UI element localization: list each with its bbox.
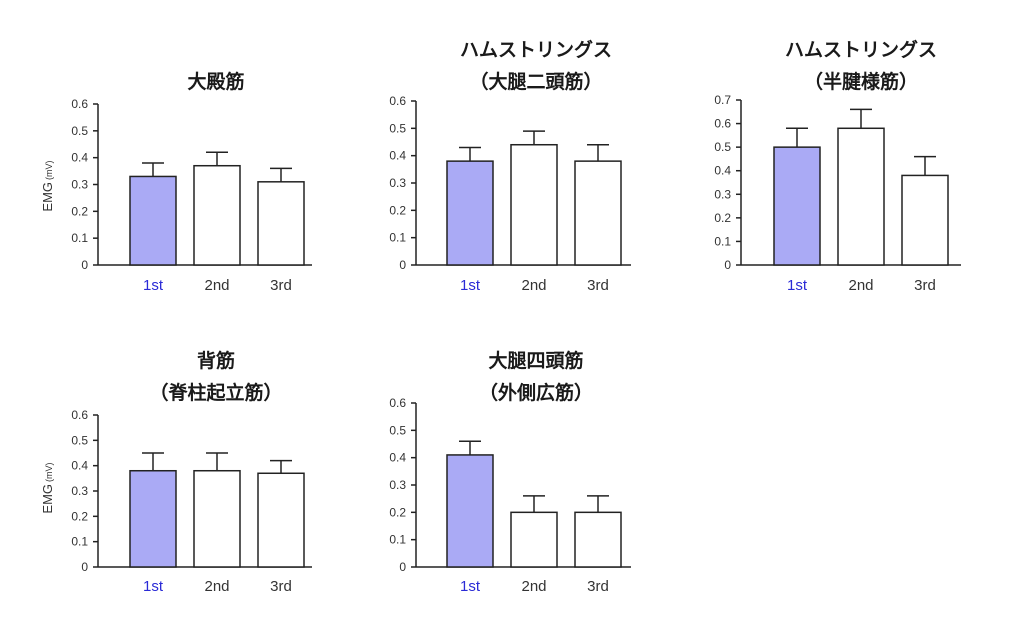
y-axis-label: EMG (mV) [40,462,55,513]
bar-1st [129,469,177,568]
category-label-1st: 1st [143,578,164,595]
y-tick-label: 0.5 [71,124,88,138]
y-axis-label-text: EMG [40,182,55,212]
y-tick-label: 0.4 [71,151,88,165]
y-tick-label: 0.4 [71,459,88,473]
y-axis-label-unit: (mV) [44,160,54,180]
y-tick-label: 0.5 [71,433,88,447]
y-tick-label: 0.6 [389,396,406,410]
category-label-3rd: 3rd [587,277,609,294]
y-tick-label: 0.1 [71,231,88,245]
y-tick-label: 0.4 [389,149,406,163]
bar-1st [446,160,494,266]
bar-2nd [510,143,558,266]
y-tick-label: 0 [399,258,406,272]
y-tick-label: 0.4 [389,451,406,465]
y-tick-label: 0 [81,258,88,272]
bar-3rd [574,160,622,266]
y-tick-label: 0.7 [714,93,731,107]
y-tick-label: 0 [399,560,406,574]
bar-1st [773,146,821,266]
bar-2nd [837,127,885,266]
chart-panel-1: 大殿筋 0 0.1 0.2 0.3 0.4 0.5 0.6 EMG (mV) 1st 2nd 3rd [40,70,312,294]
category-label-2nd: 2nd [204,578,229,595]
bar-3rd [257,181,305,266]
y-tick-label: 0.5 [389,423,406,437]
category-label-1st: 1st [787,277,808,294]
y-tick-label: 0 [724,258,731,272]
y-tick-label: 0.6 [71,408,88,422]
y-tick-label: 0.4 [714,164,731,178]
chart-panel-3: ハムストリングス （半腱様筋） 0 0.1 0.2 0.3 0.4 0.5 0.6 0.7 1st 2… [714,38,961,294]
chart-panel-5: 大腿四頭筋 （外側広筋） 0 0.1 0.2 0.3 0.4 0.5 0.6 1st 2nd 3rd [389,349,631,595]
chart-title-line: （脊柱起立筋） [149,381,282,404]
y-tick-label: 0.6 [389,94,406,108]
category-label-2nd: 2nd [521,277,546,294]
bar-1st [446,454,494,568]
category-label-1st: 1st [143,277,164,294]
y-tick-label: 0.1 [71,535,88,549]
chart-title-line: 大腿四頭筋 [488,349,583,372]
y-tick-label: 0.2 [71,509,88,523]
y-tick-label: 0.6 [71,97,88,111]
category-label-3rd: 3rd [587,578,609,595]
category-label-3rd: 3rd [914,277,936,294]
bar-2nd [193,469,241,568]
category-label-2nd: 2nd [848,277,873,294]
y-tick-label: 0.3 [714,187,731,201]
y-axis-label-unit: (mV) [44,462,54,482]
category-label-3rd: 3rd [270,277,292,294]
chart-title-line: ハムストリングス [460,38,612,61]
chart-title-line: （外側広筋） [479,381,593,404]
y-tick-label: 0.3 [389,478,406,492]
y-tick-label: 0.1 [714,234,731,248]
chart-title-line: 背筋 [197,349,235,372]
category-label-2nd: 2nd [204,277,229,294]
chart-panel-2: ハムストリングス （大腿二頭筋） 0 0.1 0.2 0.3 0.4 0.5 0.6 1st 2nd… [389,38,631,294]
y-tick-label: 0.2 [389,505,406,519]
y-tick-label: 0 [81,560,88,574]
y-axis-label: EMG (mV) [40,160,55,211]
y-tick-label: 0.2 [714,211,731,225]
bar-3rd [574,511,622,568]
chart-title-line: （大腿二頭筋） [469,70,602,93]
chart-title-line: （半腱様筋） [804,70,918,93]
y-tick-label: 0.3 [71,178,88,192]
bar-1st [129,175,177,266]
y-tick-label: 0.3 [389,176,406,190]
y-tick-label: 0.5 [389,121,406,135]
y-tick-label: 0.2 [71,204,88,218]
bar-3rd [257,472,305,568]
y-tick-label: 0.5 [714,140,731,154]
category-label-1st: 1st [460,277,481,294]
chart-title-line: 大殿筋 [187,70,244,93]
chart-title-line: ハムストリングス [785,38,937,61]
bar-2nd [193,164,241,266]
chart-panel-4: 背筋 （脊柱起立筋） 0 0.1 0.2 0.3 0.4 0.5 0.6 EMG (mV) 1st 2n… [40,349,312,595]
y-tick-label: 0.3 [71,484,88,498]
category-label-3rd: 3rd [270,578,292,595]
bar-3rd [901,174,949,266]
category-label-2nd: 2nd [521,578,546,595]
bar-2nd [510,511,558,568]
y-tick-label: 0.1 [389,231,406,245]
y-tick-label: 0.2 [389,203,406,217]
y-tick-label: 0.6 [714,117,731,131]
y-tick-label: 0.1 [389,533,406,547]
y-axis-label-text: EMG [40,484,55,514]
category-label-1st: 1st [460,578,481,595]
